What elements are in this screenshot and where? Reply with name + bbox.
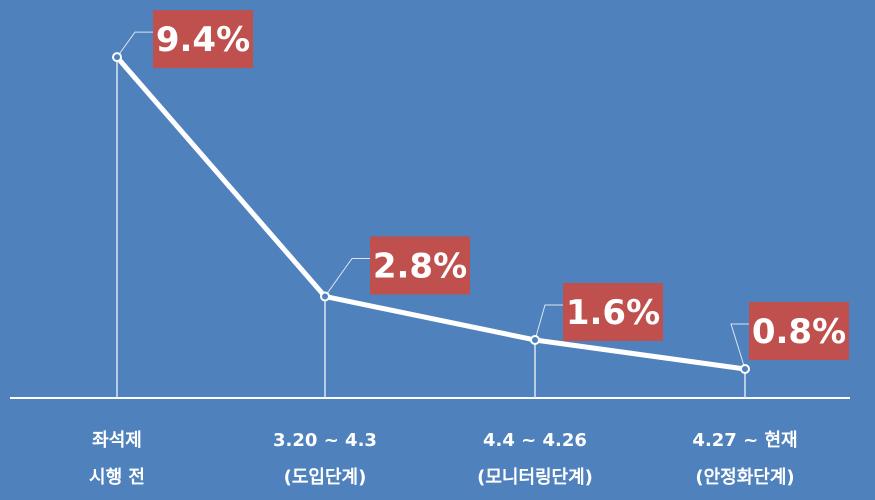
category-label: (안정화단계) — [695, 467, 794, 488]
data-label-box — [563, 282, 663, 341]
data-point — [112, 52, 122, 63]
category-label: 시행 전 — [89, 467, 145, 488]
data-point — [740, 363, 750, 374]
data-label: 2.8% — [373, 246, 467, 286]
data-label-box — [749, 301, 849, 360]
category-label: 4.4 ~ 4.26 — [483, 430, 587, 451]
data-point — [320, 291, 330, 302]
leader-line — [116, 31, 153, 58]
series-line — [114, 54, 748, 372]
category-label: 3.20 ~ 4.3 — [273, 430, 377, 451]
category-label: (모니터링단계) — [477, 467, 593, 488]
data-label: 9.4% — [156, 20, 250, 60]
category-label: 좌석제 — [92, 430, 142, 451]
data-label: 0.8% — [752, 312, 846, 352]
data-point — [530, 334, 540, 345]
category-label: (도입단계) — [284, 466, 367, 488]
leader-line — [324, 257, 370, 297]
leader-line — [534, 304, 563, 341]
category-label: 4.27 ~ 현재 — [692, 430, 797, 451]
leader-line — [730, 323, 749, 370]
data-label-box — [153, 10, 253, 69]
data-label: 1.6% — [566, 293, 660, 333]
data-label-box — [370, 236, 470, 295]
